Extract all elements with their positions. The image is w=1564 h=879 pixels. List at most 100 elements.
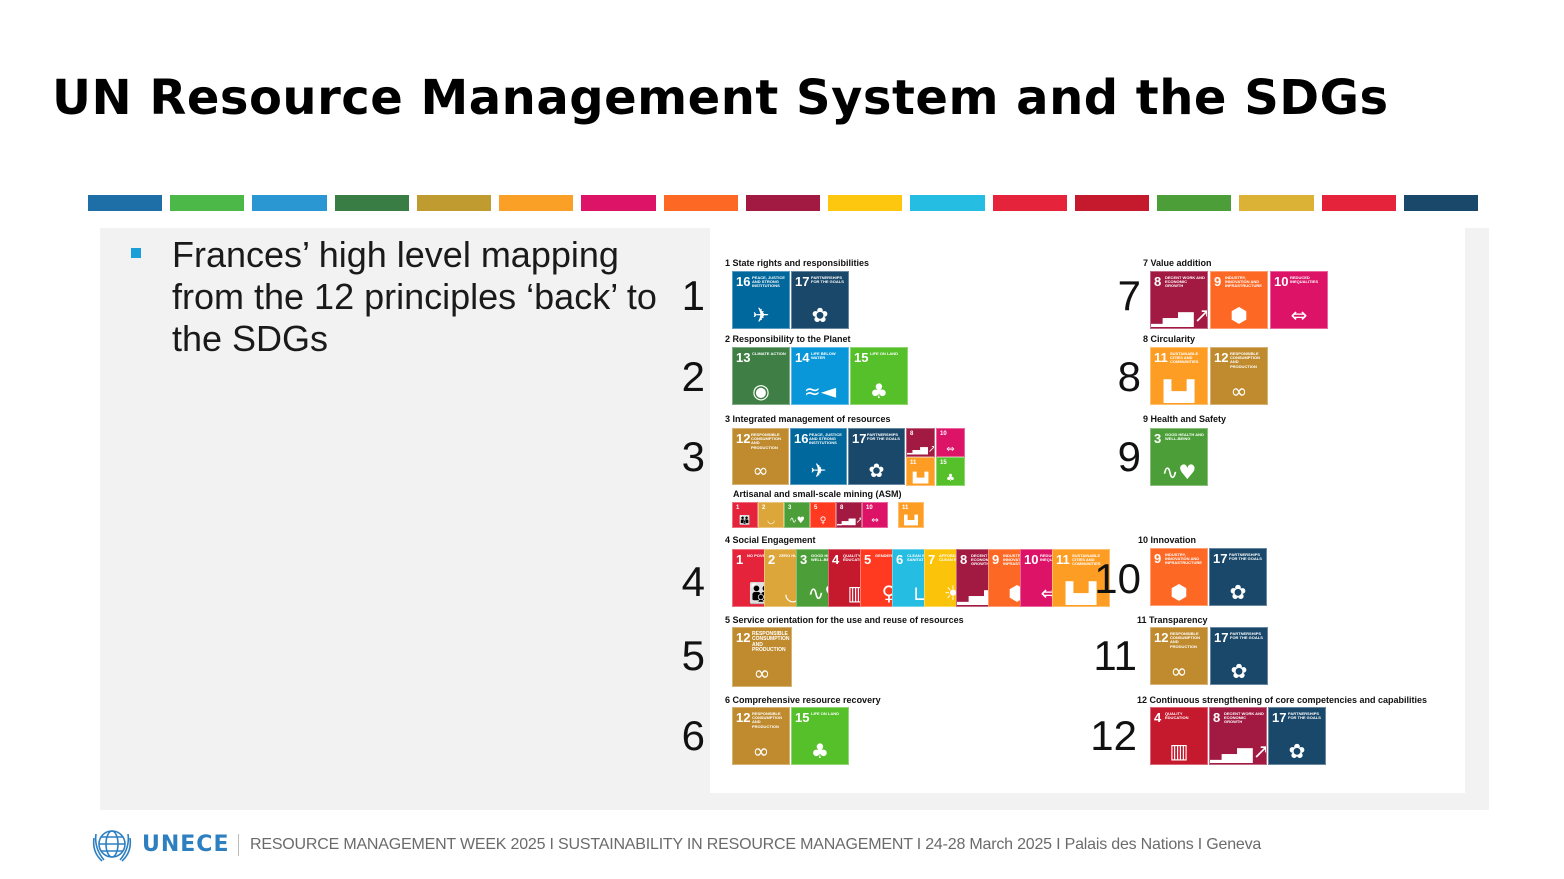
sdg-number: 2 — [768, 552, 776, 567]
sdg-tile-11: 11 Sustainable cities and communities ▙▟ — [1150, 347, 1208, 405]
sdg-number: 12 — [736, 431, 751, 446]
sdg-number: 16 — [794, 431, 809, 446]
sdg-title: Responsible consumption and production — [751, 432, 781, 450]
principle-label: 9 Health and Safety — [1143, 414, 1227, 424]
infinity-loop-icon: ∞ — [752, 739, 770, 764]
sdg-title: Reduced inequalities — [1290, 275, 1319, 285]
sdg-number: 17 — [1214, 630, 1229, 645]
bullet-marker-icon — [131, 248, 141, 258]
stripe-segment — [334, 195, 409, 211]
stripe-segment — [1074, 195, 1150, 211]
sdg-tile-16: 16 Peace, justice and strong institutions… — [732, 271, 790, 329]
stripe-segment — [992, 195, 1067, 211]
sdg-tile-8: 8Decent work and economic growth ▁▃▅↗ — [1209, 707, 1267, 765]
sdg-tile-17: 17 Partnerships for the goals ✿ — [1210, 627, 1268, 685]
infinity-loop-icon: ∞ — [1230, 379, 1248, 404]
sdg-title: Life below water — [811, 351, 836, 361]
person-family-icon: 👪 — [739, 515, 751, 526]
equals-arrows-icon: ⇔ — [946, 443, 955, 455]
asm-sub-label: Artisanal and small-scale mining (ASM) — [733, 489, 902, 499]
sdg-title: Good health and well-being — [1165, 432, 1204, 442]
sdg-tile-12: 12 Responsible consumption and production… — [1150, 627, 1208, 685]
stripe-segment — [1403, 195, 1478, 211]
sdg-tile-15: 15 ♣ — [936, 457, 965, 486]
sdg-number: 7 — [928, 552, 936, 567]
sdg-number: 12 — [1214, 350, 1229, 365]
principle-number: 12 — [1090, 712, 1137, 759]
sdg-number: 9 — [1214, 274, 1222, 289]
principle-label: 2 Responsibility to the Planet — [725, 334, 851, 344]
principle-number: 6 — [681, 712, 705, 759]
fish-icon: ≈◄ — [803, 379, 837, 404]
bullet-text: Frances’ high level mapping from the 12 … — [172, 234, 657, 359]
stripe-segment — [1321, 195, 1396, 211]
slide-title: UN Resource Management System and the SD… — [52, 70, 1389, 126]
sdg-number: 17 — [795, 274, 810, 289]
unece-logo-text: UNECE — [142, 832, 230, 857]
sdg-number: 6 — [896, 552, 904, 567]
heartbeat-icon: ∿♥ — [1161, 460, 1197, 485]
sdg-tile-17: 17 Partnerships for the goals ✿ — [848, 428, 905, 485]
infinity-loop-icon: ∞ — [753, 661, 771, 686]
sdg-tile-12: 12 Responsible consumption and production… — [1210, 347, 1268, 405]
sdg-title: Climate action — [752, 351, 786, 356]
sdg-tile-9: 9Industry, innovation and infrastructure… — [1210, 271, 1268, 329]
sdg-tile-11: 11 Sustainable cities and communities ▙▟ — [1052, 549, 1110, 607]
sdg-number: 8 — [1213, 710, 1221, 725]
sdg-title: Partnerships for the goals — [811, 275, 844, 285]
sdg-title: Responsible consumption and production — [1170, 631, 1200, 649]
sdg-title: Quality education — [1165, 711, 1189, 721]
principle-number: 2 — [681, 353, 705, 400]
stripe-segment — [910, 195, 985, 211]
sdg-title: Decent work and economic growth — [1224, 711, 1264, 725]
cubes-icon: ⬢ — [1170, 580, 1188, 605]
city-buildings-icon: ▙▟ — [1065, 581, 1097, 606]
sdg-tile-17: 17 Partnerships for the goals ✿ — [791, 271, 849, 329]
sdg-title: Partnerships for the goals — [1230, 631, 1263, 641]
principle-label: 6 Comprehensive resource recovery — [725, 695, 881, 705]
principle-label: 1 State rights and responsibilities — [725, 258, 870, 268]
stripe-segment — [88, 195, 163, 211]
flower-rings-icon: ✿ — [1229, 580, 1247, 605]
bowl-icon: ◡ — [767, 515, 775, 526]
footer-event-text: RESOURCE MANAGEMENT WEEK 2025 I SUSTAINA… — [250, 836, 1262, 853]
sdg-color-stripe — [88, 195, 1478, 211]
sdg-tile-12: 12 Responsible consumption and production… — [732, 707, 790, 765]
sdg-number: 17 — [1213, 551, 1228, 566]
principle-label: 8 Circularity — [1143, 334, 1196, 344]
stripe-segment — [252, 195, 327, 211]
sdg-number: 15 — [795, 710, 810, 725]
stripe-segment — [170, 195, 245, 211]
un-emblem-icon — [92, 830, 132, 862]
flower-rings-icon: ✿ — [868, 460, 885, 483]
sdg-number: 10 — [940, 431, 947, 437]
sdg-number: 16 — [736, 274, 751, 289]
growth-chart-icon: ▁▃▅↗ — [1209, 739, 1267, 764]
growth-chart-icon: ▁▃▅↗ — [1150, 303, 1208, 328]
sdg-number: 12 — [1154, 630, 1169, 645]
flower-rings-icon: ✿ — [1288, 739, 1306, 764]
sdg-number: 14 — [795, 350, 810, 365]
sdg-title: Decent work and economic growth — [1165, 275, 1205, 289]
footer-divider — [238, 834, 239, 856]
sdg-title: Zero hunger — [779, 553, 809, 558]
sdg-number: 4 — [1154, 710, 1162, 725]
sdg-tile-17: 17 Partnerships for the goals ✿ — [1209, 548, 1267, 606]
sdg-tile-4: 4 Quality education ▥ — [1150, 707, 1208, 765]
sdg-title: Responsible consumption and production — [1230, 351, 1260, 369]
principle-number: 4 — [681, 558, 705, 605]
sdg-tile-10: 10 ⇔ — [862, 502, 888, 528]
sdg-tile-9: 9Industry, innovation and infrastructure… — [1150, 548, 1208, 606]
sdg-tile-8: 8Decent work and economic growth ▁▃▅↗ — [1150, 271, 1208, 329]
gender-symbol-icon: ♀ — [819, 515, 827, 526]
sdg-title: Responsible consumption and production — [752, 631, 790, 653]
tree-icon: ♣ — [870, 379, 888, 404]
sdg-title: Sustainable cities and communities — [1170, 351, 1199, 365]
sdg-title: Peace, justice and strong institutions — [809, 432, 842, 446]
growth-chart-icon: ▁▃▅↗ — [906, 443, 935, 455]
sdg-number: 3 — [1154, 431, 1162, 446]
equals-arrows-icon: ⇔ — [1290, 303, 1308, 328]
principle-number: 10 — [1094, 555, 1141, 602]
principles-sdg-mapping-figure: 11 State rights and responsibilities 16 Pe… — [682, 228, 1465, 793]
